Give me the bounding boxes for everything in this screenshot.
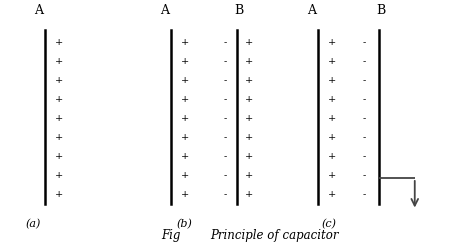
Text: -: - bbox=[363, 152, 365, 161]
Text: (b): (b) bbox=[177, 219, 193, 229]
Text: +: + bbox=[328, 76, 336, 85]
Text: +: + bbox=[55, 133, 64, 142]
Text: Fig: Fig bbox=[161, 229, 180, 242]
Text: +: + bbox=[245, 133, 253, 142]
Text: +: + bbox=[328, 95, 336, 104]
Text: -: - bbox=[363, 57, 365, 66]
Text: +: + bbox=[245, 76, 253, 85]
Text: +: + bbox=[55, 190, 64, 199]
Text: -: - bbox=[363, 171, 365, 180]
Text: +: + bbox=[55, 76, 64, 85]
Text: B: B bbox=[376, 4, 385, 17]
Text: -: - bbox=[363, 95, 365, 104]
Text: A: A bbox=[35, 4, 43, 17]
Text: +: + bbox=[55, 152, 64, 161]
Text: +: + bbox=[245, 152, 253, 161]
Text: -: - bbox=[224, 133, 227, 142]
Text: +: + bbox=[328, 190, 336, 199]
Text: +: + bbox=[245, 114, 253, 123]
Text: +: + bbox=[55, 171, 64, 180]
Text: +: + bbox=[245, 190, 253, 199]
Text: +: + bbox=[328, 152, 336, 161]
Text: (c): (c) bbox=[322, 219, 337, 229]
Text: -: - bbox=[363, 76, 365, 85]
Text: -: - bbox=[224, 171, 227, 180]
Text: +: + bbox=[55, 38, 64, 47]
Text: +: + bbox=[55, 95, 64, 104]
Text: -: - bbox=[363, 133, 365, 142]
Text: +: + bbox=[55, 57, 64, 66]
Text: +: + bbox=[181, 133, 189, 142]
Text: -: - bbox=[224, 95, 227, 104]
Text: +: + bbox=[328, 171, 336, 180]
Text: +: + bbox=[328, 133, 336, 142]
Text: -: - bbox=[224, 38, 227, 47]
Text: A: A bbox=[161, 4, 169, 17]
Text: +: + bbox=[328, 38, 336, 47]
Text: -: - bbox=[363, 114, 365, 123]
Text: +: + bbox=[181, 76, 189, 85]
Text: B: B bbox=[235, 4, 244, 17]
Text: +: + bbox=[181, 95, 189, 104]
Text: +: + bbox=[181, 114, 189, 123]
Text: -: - bbox=[224, 114, 227, 123]
Text: A: A bbox=[308, 4, 316, 17]
Text: -: - bbox=[224, 76, 227, 85]
Text: +: + bbox=[245, 171, 253, 180]
Text: -: - bbox=[224, 190, 227, 199]
Text: +: + bbox=[328, 114, 336, 123]
Text: +: + bbox=[181, 152, 189, 161]
Text: +: + bbox=[55, 114, 64, 123]
Text: -: - bbox=[224, 152, 227, 161]
Text: (a): (a) bbox=[26, 219, 41, 229]
Text: +: + bbox=[245, 38, 253, 47]
Text: +: + bbox=[181, 171, 189, 180]
Text: +: + bbox=[181, 57, 189, 66]
Text: -: - bbox=[224, 57, 227, 66]
Text: +: + bbox=[245, 57, 253, 66]
Text: +: + bbox=[181, 38, 189, 47]
Text: Principle of capacitor: Principle of capacitor bbox=[210, 229, 339, 242]
Text: +: + bbox=[328, 57, 336, 66]
Text: -: - bbox=[363, 38, 365, 47]
Text: -: - bbox=[363, 190, 365, 199]
Text: +: + bbox=[245, 95, 253, 104]
Text: +: + bbox=[181, 190, 189, 199]
